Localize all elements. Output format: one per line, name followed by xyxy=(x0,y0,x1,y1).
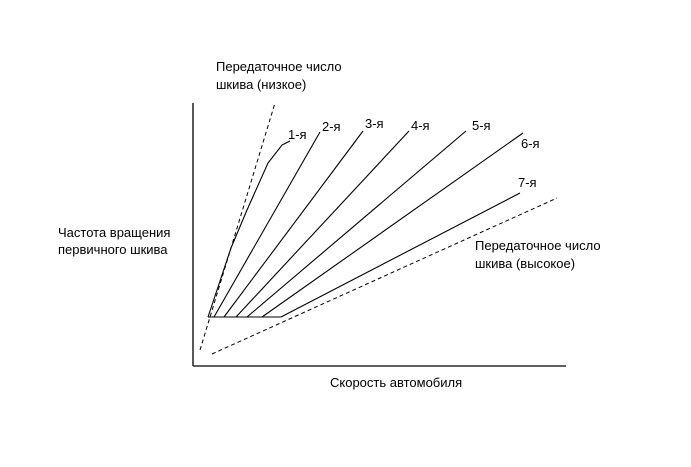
y-axis-label-line2: первичного шкива xyxy=(58,242,168,257)
gear-5-label: 5-я xyxy=(472,118,491,133)
high-ratio-label-line2: шкива (высокое) xyxy=(475,256,575,271)
gear-3-line xyxy=(223,130,364,318)
chart-labels: 1-я 2-я 3-я 4-я 5-я 6-я 7-я Передаточное число ш… xyxy=(58,59,601,390)
axes xyxy=(192,103,566,367)
ratio-limit-lines xyxy=(199,102,558,355)
gear-4-label: 4-я xyxy=(411,118,430,133)
gear-2-label: 2-я xyxy=(322,119,341,134)
x-axis-label: Скорость автомобиля xyxy=(330,375,462,390)
gear-1-label: 1-я xyxy=(288,127,307,142)
y-axis-label-line1: Частота вращения xyxy=(58,225,170,240)
gear-5-line xyxy=(246,130,467,318)
high-ratio-label-line1: Передаточное число xyxy=(475,238,601,253)
gear-2-line xyxy=(213,131,321,318)
high-ratio-line xyxy=(211,197,558,355)
gear-6-label: 6-я xyxy=(521,136,540,151)
gear-6-line xyxy=(261,132,524,318)
gear-4-line xyxy=(235,130,410,318)
low-ratio-label-line2: шкива (низкое) xyxy=(216,77,306,92)
gear-series xyxy=(207,130,524,318)
gear-1-line xyxy=(207,140,291,318)
gear-7-line xyxy=(280,192,521,318)
low-ratio-label-line1: Передаточное число xyxy=(216,59,342,74)
low-ratio-line xyxy=(199,102,276,351)
gear-3-label: 3-я xyxy=(365,116,384,131)
gear-7-label: 7-я xyxy=(518,175,537,190)
